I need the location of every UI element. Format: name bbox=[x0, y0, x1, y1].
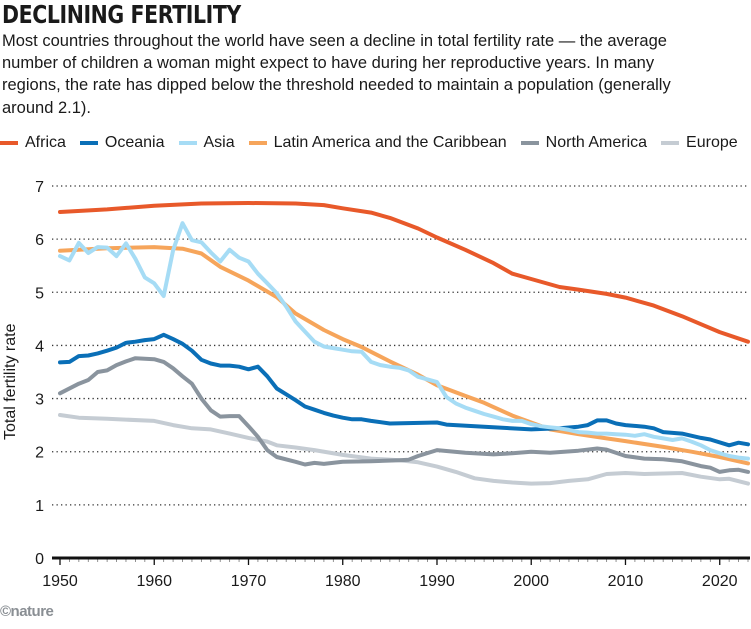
legend-label: North America bbox=[545, 134, 648, 151]
x-tick-label: 2010 bbox=[608, 573, 644, 590]
x-tick-label: 2020 bbox=[702, 573, 738, 590]
legend-item-africa: Africa bbox=[0, 134, 66, 152]
legend-label: Asia bbox=[203, 134, 235, 151]
legend-item-asia: Asia bbox=[178, 134, 235, 152]
x-tick-label: 1970 bbox=[231, 573, 267, 590]
x-tick-label: 2000 bbox=[513, 573, 549, 590]
y-tick-label: 6 bbox=[35, 232, 44, 249]
x-tick-label: 1950 bbox=[42, 573, 78, 590]
legend-item-europe: Europe bbox=[661, 134, 738, 152]
y-tick-label: 5 bbox=[35, 285, 44, 302]
y-tick-label: 2 bbox=[35, 445, 44, 462]
x-tick-label: 1990 bbox=[419, 573, 455, 590]
series-line-asia bbox=[58, 221, 750, 461]
nature-credit: ©nature bbox=[0, 603, 54, 620]
legend-label: Europe bbox=[686, 134, 738, 151]
chart-title: DECLINING FERTILITY bbox=[2, 0, 241, 29]
legend-label: Oceania bbox=[104, 134, 165, 151]
legend: Africa Oceania Asia Latin America and th… bbox=[0, 134, 738, 152]
y-tick-label: 1 bbox=[35, 498, 44, 515]
y-tick-label: 4 bbox=[35, 338, 44, 355]
legend-swatch bbox=[661, 141, 680, 145]
series-line-north-america bbox=[58, 356, 750, 474]
y-tick-label: 7 bbox=[35, 179, 44, 196]
series-line-latin-america-and-the-caribbean bbox=[58, 245, 750, 466]
legend-swatch bbox=[248, 141, 267, 145]
y-tick-label: 0 bbox=[35, 551, 44, 568]
series-line-africa bbox=[58, 201, 750, 344]
y-tick-label: 3 bbox=[35, 392, 44, 409]
x-tick-label: 1960 bbox=[136, 573, 172, 590]
legend-label: Latin America and the Caribbean bbox=[273, 134, 507, 151]
legend-swatch bbox=[79, 141, 98, 145]
series-line-oceania bbox=[58, 332, 750, 448]
legend-swatch bbox=[0, 141, 18, 145]
legend-item-north-america: North America bbox=[520, 134, 648, 152]
legend-item-latin-america: Latin America and the Caribbean bbox=[248, 134, 507, 152]
legend-item-oceania: Oceania bbox=[79, 134, 165, 152]
x-tick-label: 1980 bbox=[325, 573, 361, 590]
series-line-europe bbox=[58, 413, 750, 486]
legend-label: Africa bbox=[25, 134, 66, 151]
legend-swatch bbox=[520, 141, 539, 145]
legend-swatch bbox=[178, 141, 197, 145]
chart-subtitle: Most countries throughout the world have… bbox=[2, 32, 671, 117]
